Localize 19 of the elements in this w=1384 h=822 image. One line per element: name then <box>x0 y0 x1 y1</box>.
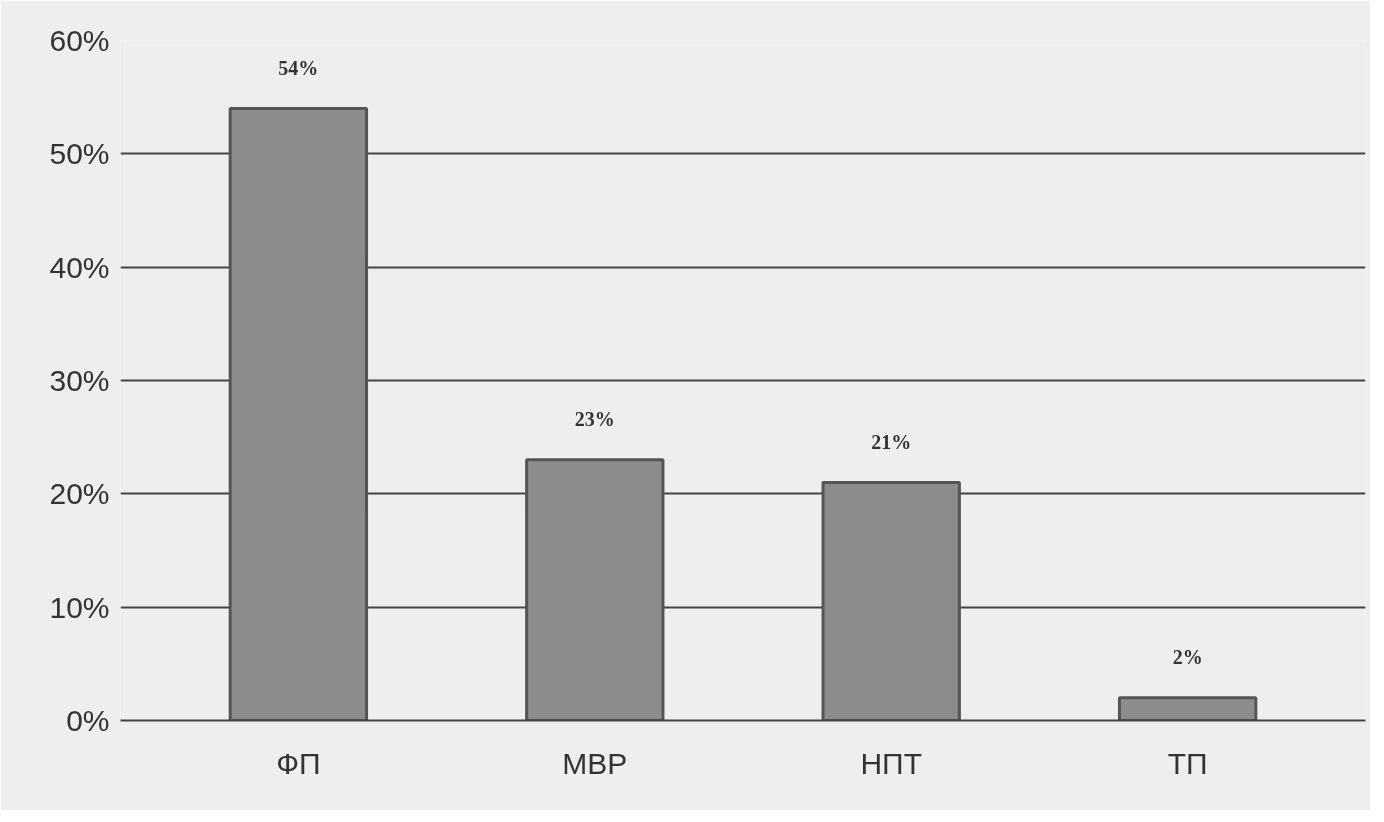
y-tick-label: 60% <box>49 24 110 57</box>
data-label: 54% <box>278 56 319 79</box>
bar <box>228 107 369 721</box>
bar <box>821 481 961 721</box>
x-tick-label: ТП <box>1167 746 1208 780</box>
y-tick-label: 20% <box>49 477 110 511</box>
data-label: 2% <box>1172 645 1203 668</box>
x-tick-label: НПТ <box>860 746 922 780</box>
bar <box>1117 696 1258 721</box>
y-tick-label: 50% <box>49 137 110 171</box>
x-tick-label: МВР <box>562 746 628 780</box>
bar <box>525 458 665 721</box>
x-tick-label: ФП <box>276 746 321 780</box>
data-label: 23% <box>574 407 615 430</box>
data-label: 21% <box>871 430 912 453</box>
y-tick-label: 40% <box>49 250 110 284</box>
y-tick-label: 0% <box>66 704 110 737</box>
y-tick-label: 30% <box>49 364 110 397</box>
y-tick-label: 10% <box>49 590 110 624</box>
